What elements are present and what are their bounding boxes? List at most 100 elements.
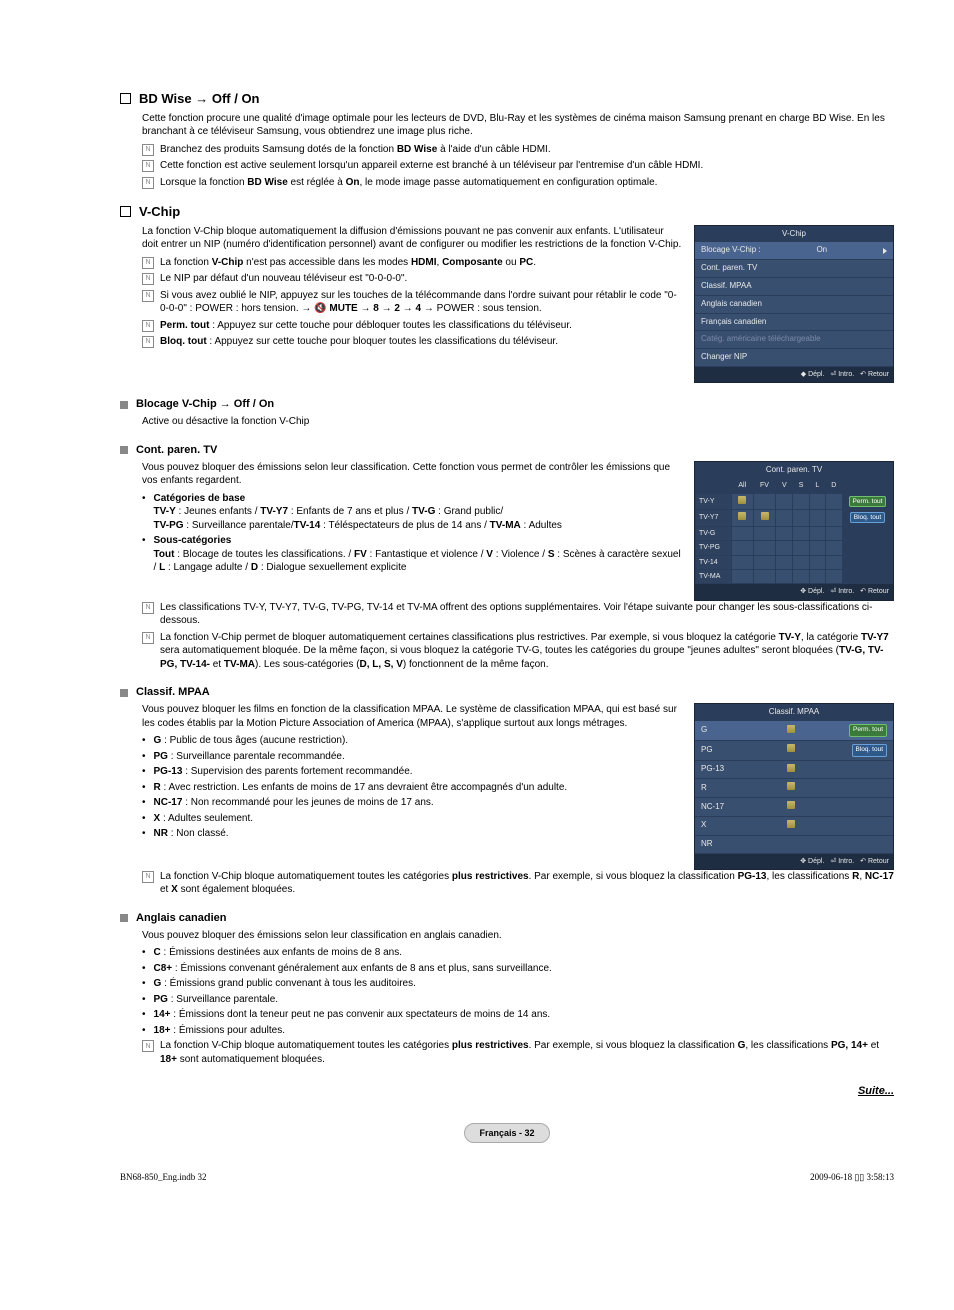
heading-mpaa: Classif. MPAA [120,685,894,700]
page-bottom: BN68-850_Eng.indb 32 2009-06-18 ▯▯ 3:58:… [120,1171,894,1183]
osd-mpaa-pg[interactable]: PGBloq. tout [695,741,893,761]
ang-g: •G : Émissions grand public convenant à … [142,977,894,991]
ang-pg: •PG : Surveillance parentale. [142,993,894,1007]
suite-text: Suite... [120,1084,894,1099]
lock-icon [787,820,795,828]
square-bullet-icon [120,446,128,454]
osd-mpaa-nr[interactable]: NR [695,836,893,854]
lock-icon [787,782,795,790]
mpaa-intro: Vous pouvez bloquer les films en fonctio… [142,703,682,730]
vchip-intro: La fonction V-Chip bloque automatiquemen… [142,225,682,252]
heading-cont: Cont. paren. TV [120,443,894,458]
bdwise-intro: Cette fonction procure une qualité d'ima… [142,112,894,139]
mpaa-g: •G : Public de tous âges (aucune restric… [142,734,682,748]
page-badge: Français - 32 [464,1123,549,1143]
box-icon [120,93,131,104]
heading-text: BD Wise → Off / On [139,90,260,108]
osd-row-nip[interactable]: Changer NIP [695,349,893,367]
lock-icon[interactable] [738,512,746,520]
note-icon: N [142,1040,154,1052]
square-bullet-icon [120,914,128,922]
note-icon: N [142,602,154,614]
lock-icon[interactable] [738,496,746,504]
square-bullet-icon [120,689,128,697]
osd-row-cont[interactable]: Cont. paren. TV [695,260,893,278]
osd-mpaa-panel: Classif. MPAA GPerm. tout PGBloq. tout P… [694,703,894,870]
mpaa-r: •R : Avec restriction. Les enfants de mo… [142,781,682,795]
section-cont-paren: Cont. paren. TV Vous pouvez bloquer des … [120,443,894,672]
anglais-note: NLa fonction V-Chip bloque automatiqueme… [142,1039,894,1066]
lock-icon [787,725,795,733]
section-mpaa: Classif. MPAA Vous pouvez bloquer les fi… [120,685,894,897]
section-vchip: V-Chip La fonction V-Chip bloque automat… [120,203,894,383]
mpaa-nc17: •NC-17 : Non recommandé pour les jeunes … [142,796,682,810]
ang-c: •C : Émissions destinées aux enfants de … [142,946,894,960]
osd-row-anglais[interactable]: Anglais canadien [695,296,893,314]
bloq-tout-button[interactable]: Bloq. tout [852,744,887,757]
note-icon: N [142,632,154,644]
osd-vchip-panel: V-Chip Blocage V-Chip :On Cont. paren. T… [694,225,894,384]
lock-icon [787,764,795,772]
heading-vchip: V-Chip [120,203,894,221]
osd-row-mpaa[interactable]: Classif. MPAA [695,278,893,296]
heading-text: V-Chip [139,203,180,221]
mpaa-note: NLa fonction V-Chip bloque automatiqueme… [142,870,894,897]
vchip-n4: NPerm. tout : Appuyez sur cette touche p… [142,319,682,333]
vchip-n2: NLe NIP par défaut d'un nouveau télévise… [142,272,682,286]
ang-18: •18+ : Émissions pour adultes. [142,1024,894,1038]
vchip-n5: NBloq. tout : Appuyez sur cette touche p… [142,335,682,349]
note-icon: N [142,144,154,156]
timestamp: 2009-06-18 ▯▯ 3:58:13 [810,1171,894,1183]
perm-tout-button[interactable]: Perm. tout [849,724,887,737]
osd-mpaa-r[interactable]: R [695,779,893,798]
indb-ref: BN68-850_Eng.indb 32 [120,1171,207,1183]
section-blocage: Blocage V-Chip → Off / On Active ou désa… [120,397,894,428]
osd-mpaa-x[interactable]: X [695,817,893,836]
cont-n1: NLes classifications TV-Y, TV-Y7, TV-G, … [142,601,894,628]
sous-cat: •Sous-catégoriesTout : Blocage de toutes… [142,534,682,575]
lock-icon[interactable] [761,512,769,520]
osd-footer: ✥ Dépl.⏎ Intro.↶ Retour [695,854,893,869]
square-bullet-icon [120,401,128,409]
anglais-intro: Vous pouvez bloquer des émissions selon … [142,929,894,943]
arrow-right-icon [883,248,887,254]
osd-cont-table: AllFVVSLD TV-YPerm. tout TV-Y7Bloq. tout… [695,478,893,584]
mpaa-x: •X : Adultes seulement. [142,812,682,826]
note-icon: N [142,290,154,302]
bloq-tout-button[interactable]: Bloq. tout [850,512,885,523]
heading-anglais: Anglais canadien [120,911,894,926]
osd-mpaa-nc17[interactable]: NC-17 [695,798,893,817]
osd-cont-panel: Cont. paren. TV AllFVVSLD TV-YPerm. tout… [694,461,894,601]
vchip-n1: NLa fonction V-Chip n'est pas accessible… [142,256,682,270]
osd-footer: ◆ Dépl.⏎ Intro.↶ Retour [695,367,893,382]
osd-title: Classif. MPAA [695,704,893,721]
mpaa-pg: •PG : Surveillance parentale recommandée… [142,750,682,764]
heading-bdwise: BD Wise → Off / On [120,90,894,108]
osd-row-categ: Catég. américaine téléchargeable [695,331,893,349]
osd-row-francais[interactable]: Français canadien [695,314,893,332]
osd-title: Cont. paren. TV [695,462,893,479]
cat-base: •Catégories de baseTV-Y : Jeunes enfants… [142,492,682,533]
mpaa-pg13: •PG-13 : Supervision des parents forteme… [142,765,682,779]
section-anglais: Anglais canadien Vous pouvez bloquer des… [120,911,894,1066]
osd-footer: ✥ Dépl.⏎ Intro.↶ Retour [695,584,893,599]
ang-c8: •C8+ : Émissions convenant généralement … [142,962,894,976]
footer: Français - 32 [120,1123,894,1143]
note-icon: N [142,160,154,172]
osd-mpaa-g[interactable]: GPerm. tout [695,721,893,741]
osd-title: V-Chip [695,226,893,243]
perm-tout-button[interactable]: Perm. tout [849,496,887,507]
note3: NLorsque la fonction BD Wise est réglée … [142,176,894,190]
lock-icon [787,744,795,752]
note-icon: N [142,871,154,883]
bdwise-notes: NBranchez des produits Samsung dotés de … [142,143,894,190]
note-icon: N [142,320,154,332]
osd-row-blocage[interactable]: Blocage V-Chip :On [695,242,893,260]
note-icon: N [142,177,154,189]
cont-intro: Vous pouvez bloquer des émissions selon … [142,461,682,488]
note1: NBranchez des produits Samsung dotés de … [142,143,894,157]
note-icon: N [142,257,154,269]
lock-icon [787,801,795,809]
box-icon [120,206,131,217]
osd-mpaa-pg13[interactable]: PG-13 [695,761,893,780]
